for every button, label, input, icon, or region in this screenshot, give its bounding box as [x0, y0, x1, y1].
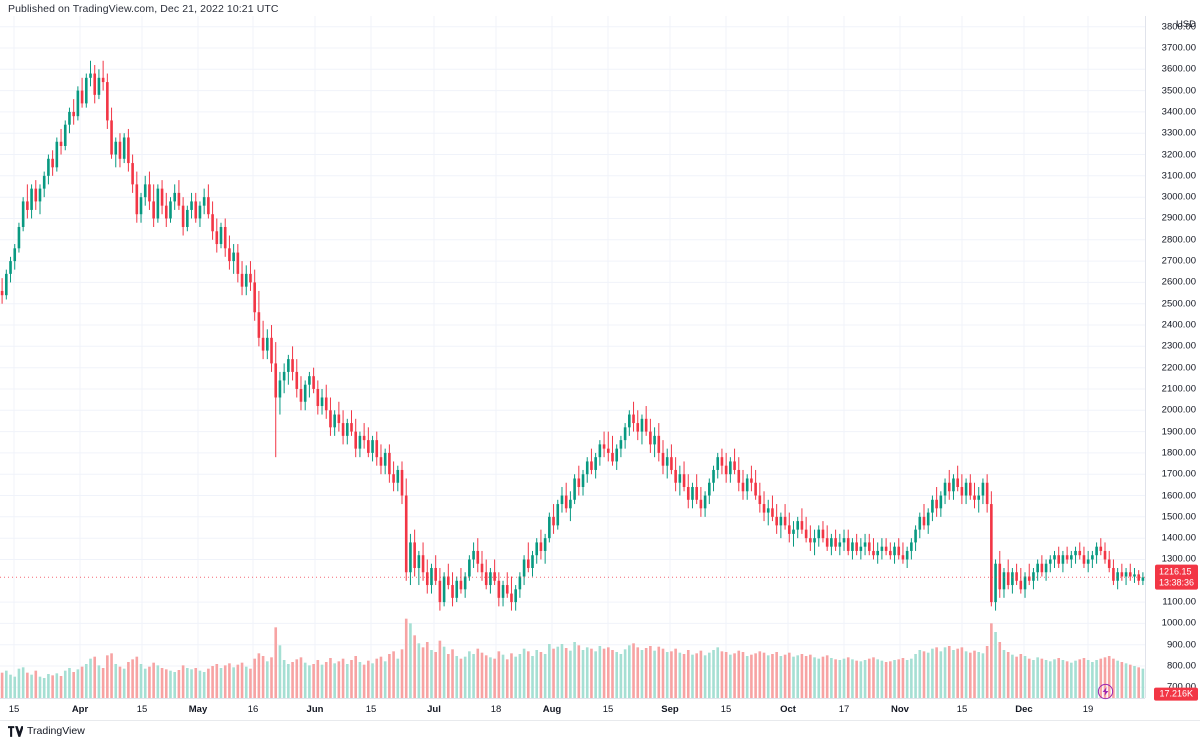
footer: TradingView — [0, 720, 1200, 742]
price-tick: 800.00 — [1166, 660, 1196, 672]
time-tick: Aug — [542, 704, 562, 715]
time-tick: Jul — [427, 704, 441, 715]
price-tick: 2400.00 — [1161, 319, 1196, 331]
lightning-bolt-icon[interactable] — [1097, 683, 1114, 700]
candlestick-series — [0, 60, 1145, 698]
price-tick: 2000.00 — [1161, 404, 1196, 416]
time-tick: Oct — [780, 704, 796, 715]
price-tick: 3500.00 — [1161, 85, 1196, 97]
price-tick: 3000.00 — [1161, 191, 1196, 203]
time-tick: Nov — [891, 704, 909, 715]
time-tick: Apr — [71, 704, 89, 715]
time-tick: Jun — [306, 704, 324, 715]
price-axis[interactable]: USD 3800.00 3700.00 3600.00 3500.00 3400.00 3… — [1145, 16, 1200, 701]
time-tick: 15 — [365, 704, 377, 715]
price-axis-unit: USD — [1175, 19, 1196, 30]
price-tick: 1900.00 — [1161, 426, 1196, 438]
time-tick: 15 — [602, 704, 614, 715]
price-tick: 1700.00 — [1161, 468, 1196, 480]
price-tick: 700.00 — [1167, 682, 1196, 693]
time-tick: 15 — [8, 704, 20, 715]
price-tick: 2300.00 — [1161, 340, 1196, 352]
time-tick: 15 — [136, 704, 148, 715]
price-tick: 1000.00 — [1161, 617, 1196, 629]
time-axis[interactable]: 15 Apr 15 May 16 Jun 15 Jul 18 Aug 15 Sep 15 Oct 17 Nov… — [0, 698, 1145, 720]
tradingview-logo-text: TradingView — [27, 725, 85, 737]
price-tick: 3100.00 — [1161, 170, 1196, 182]
price-tick: 3800.00 — [1161, 21, 1196, 33]
current-price-badge: 1216.15 13:38:36 — [1154, 564, 1198, 590]
time-tick: 16 — [247, 704, 259, 715]
tradingview-logo[interactable]: TradingView — [8, 725, 85, 737]
price-tick: 1800.00 — [1161, 447, 1196, 459]
price-tick: 2200.00 — [1161, 362, 1196, 374]
price-tick: 2800.00 — [1161, 234, 1196, 246]
time-tick: 19 — [1082, 704, 1094, 715]
price-tick: 2600.00 — [1161, 276, 1196, 288]
current-price-value: 1216.15 — [1158, 566, 1192, 577]
price-tick: 1500.00 — [1161, 511, 1196, 523]
price-tick: 1600.00 — [1161, 490, 1196, 502]
price-tick: 2100.00 — [1161, 383, 1196, 395]
price-tick: 3200.00 — [1161, 149, 1196, 161]
current-time-value: 13:38:36 — [1158, 577, 1194, 588]
volume-badge: 17.216K — [1154, 687, 1198, 701]
time-tick: 15 — [720, 704, 732, 715]
tradingview-logo-icon — [8, 725, 23, 737]
price-tick: 1300.00 — [1161, 553, 1196, 565]
price-tick: 3300.00 — [1161, 127, 1196, 139]
published-caption: Published on TradingView.com, Dec 21, 20… — [8, 3, 279, 15]
price-tick: 3700.00 — [1161, 42, 1196, 54]
price-tick: 1400.00 — [1161, 532, 1196, 544]
price-tick: 3400.00 — [1161, 106, 1196, 118]
time-tick: 18 — [490, 704, 502, 715]
price-tick: 2900.00 — [1161, 212, 1196, 224]
price-tick: 2500.00 — [1161, 298, 1196, 310]
grid-layer — [0, 16, 1145, 698]
time-tick: 15 — [956, 704, 968, 715]
time-tick: May — [188, 704, 208, 715]
price-tick: 1100.00 — [1162, 596, 1196, 608]
price-tick: 2700.00 — [1161, 255, 1196, 267]
price-tick: 900.00 — [1166, 639, 1196, 651]
time-tick: Sep — [661, 704, 679, 715]
price-tick: 3600.00 — [1161, 63, 1196, 75]
time-tick: 17 — [838, 704, 850, 715]
time-tick: Dec — [1015, 704, 1033, 715]
chart-plot-area[interactable] — [0, 16, 1145, 698]
